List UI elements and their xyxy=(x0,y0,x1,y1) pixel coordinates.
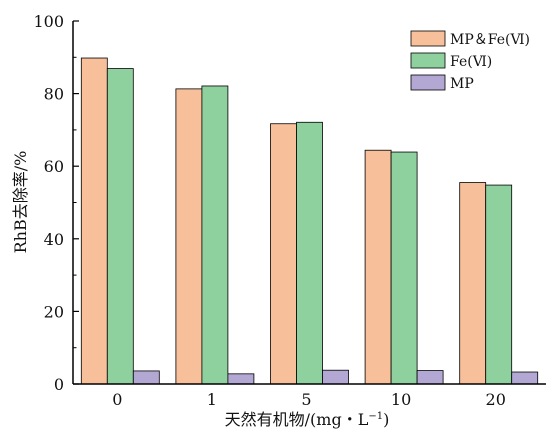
y-axis-title: RhB去除率/% xyxy=(11,151,30,254)
bars-layer xyxy=(80,57,539,385)
y-tick-labels: 0 20 40 60 80 100 xyxy=(33,12,64,394)
x-tick-label: 0 xyxy=(112,390,122,409)
bar-Fe(Ⅵ)-0 xyxy=(106,68,134,385)
x-tick-label: 5 xyxy=(301,390,311,409)
legend-label: MP＆Fe(Ⅵ) xyxy=(450,32,530,48)
legend-swatch xyxy=(410,74,446,91)
x-tick-labels: 0 1 5 10 20 xyxy=(112,390,506,409)
legend-swatch xyxy=(410,30,446,47)
y-tick-label: 80 xyxy=(44,85,64,104)
bar-MP＆Fe(Ⅵ)-10 xyxy=(364,149,392,385)
bar-MP-10 xyxy=(416,370,444,385)
y-tick-label: 100 xyxy=(33,12,64,31)
y-tick-label: 40 xyxy=(44,230,64,249)
y-tick-label: 0 xyxy=(54,375,64,394)
bar-MP＆Fe(Ⅵ)-5 xyxy=(270,123,297,385)
x-tick-label: 20 xyxy=(486,390,506,409)
y-tick-label: 60 xyxy=(44,157,64,176)
bar-MP-20 xyxy=(511,371,539,385)
bar-MP-0 xyxy=(132,370,160,385)
y-tick-label: 20 xyxy=(44,302,64,321)
legend: MP＆Fe(Ⅵ) Fe(Ⅵ) MP xyxy=(410,30,530,92)
x-tick-label: 1 xyxy=(207,390,217,409)
legend-label: Fe(Ⅵ) xyxy=(450,54,492,70)
x-axis-title-main: 天然有机物/(mg・L xyxy=(225,410,369,429)
x-axis-title-end: ) xyxy=(383,410,389,429)
bar-MP＆Fe(Ⅵ)-0 xyxy=(80,57,108,385)
bar-Fe(Ⅵ)-5 xyxy=(296,121,323,385)
bar-Fe(Ⅵ)-10 xyxy=(390,151,418,385)
bar-Fe(Ⅵ)-1 xyxy=(201,85,229,385)
bar-MP-1 xyxy=(227,373,255,385)
bar-MP-5 xyxy=(322,369,349,385)
axes-layer xyxy=(72,20,546,385)
x-axis-title-superscript: −1 xyxy=(368,411,383,422)
x-tick-label: 10 xyxy=(391,390,411,409)
legend-swatch xyxy=(410,52,446,69)
bar-MP＆Fe(Ⅵ)-1 xyxy=(175,88,203,385)
bar-Fe(Ⅵ)-20 xyxy=(485,184,513,385)
x-axis-title: 天然有机物/(mg・L−1) xyxy=(225,410,390,429)
bar-MP＆Fe(Ⅵ)-20 xyxy=(459,182,487,385)
legend-label: MP xyxy=(450,76,474,92)
